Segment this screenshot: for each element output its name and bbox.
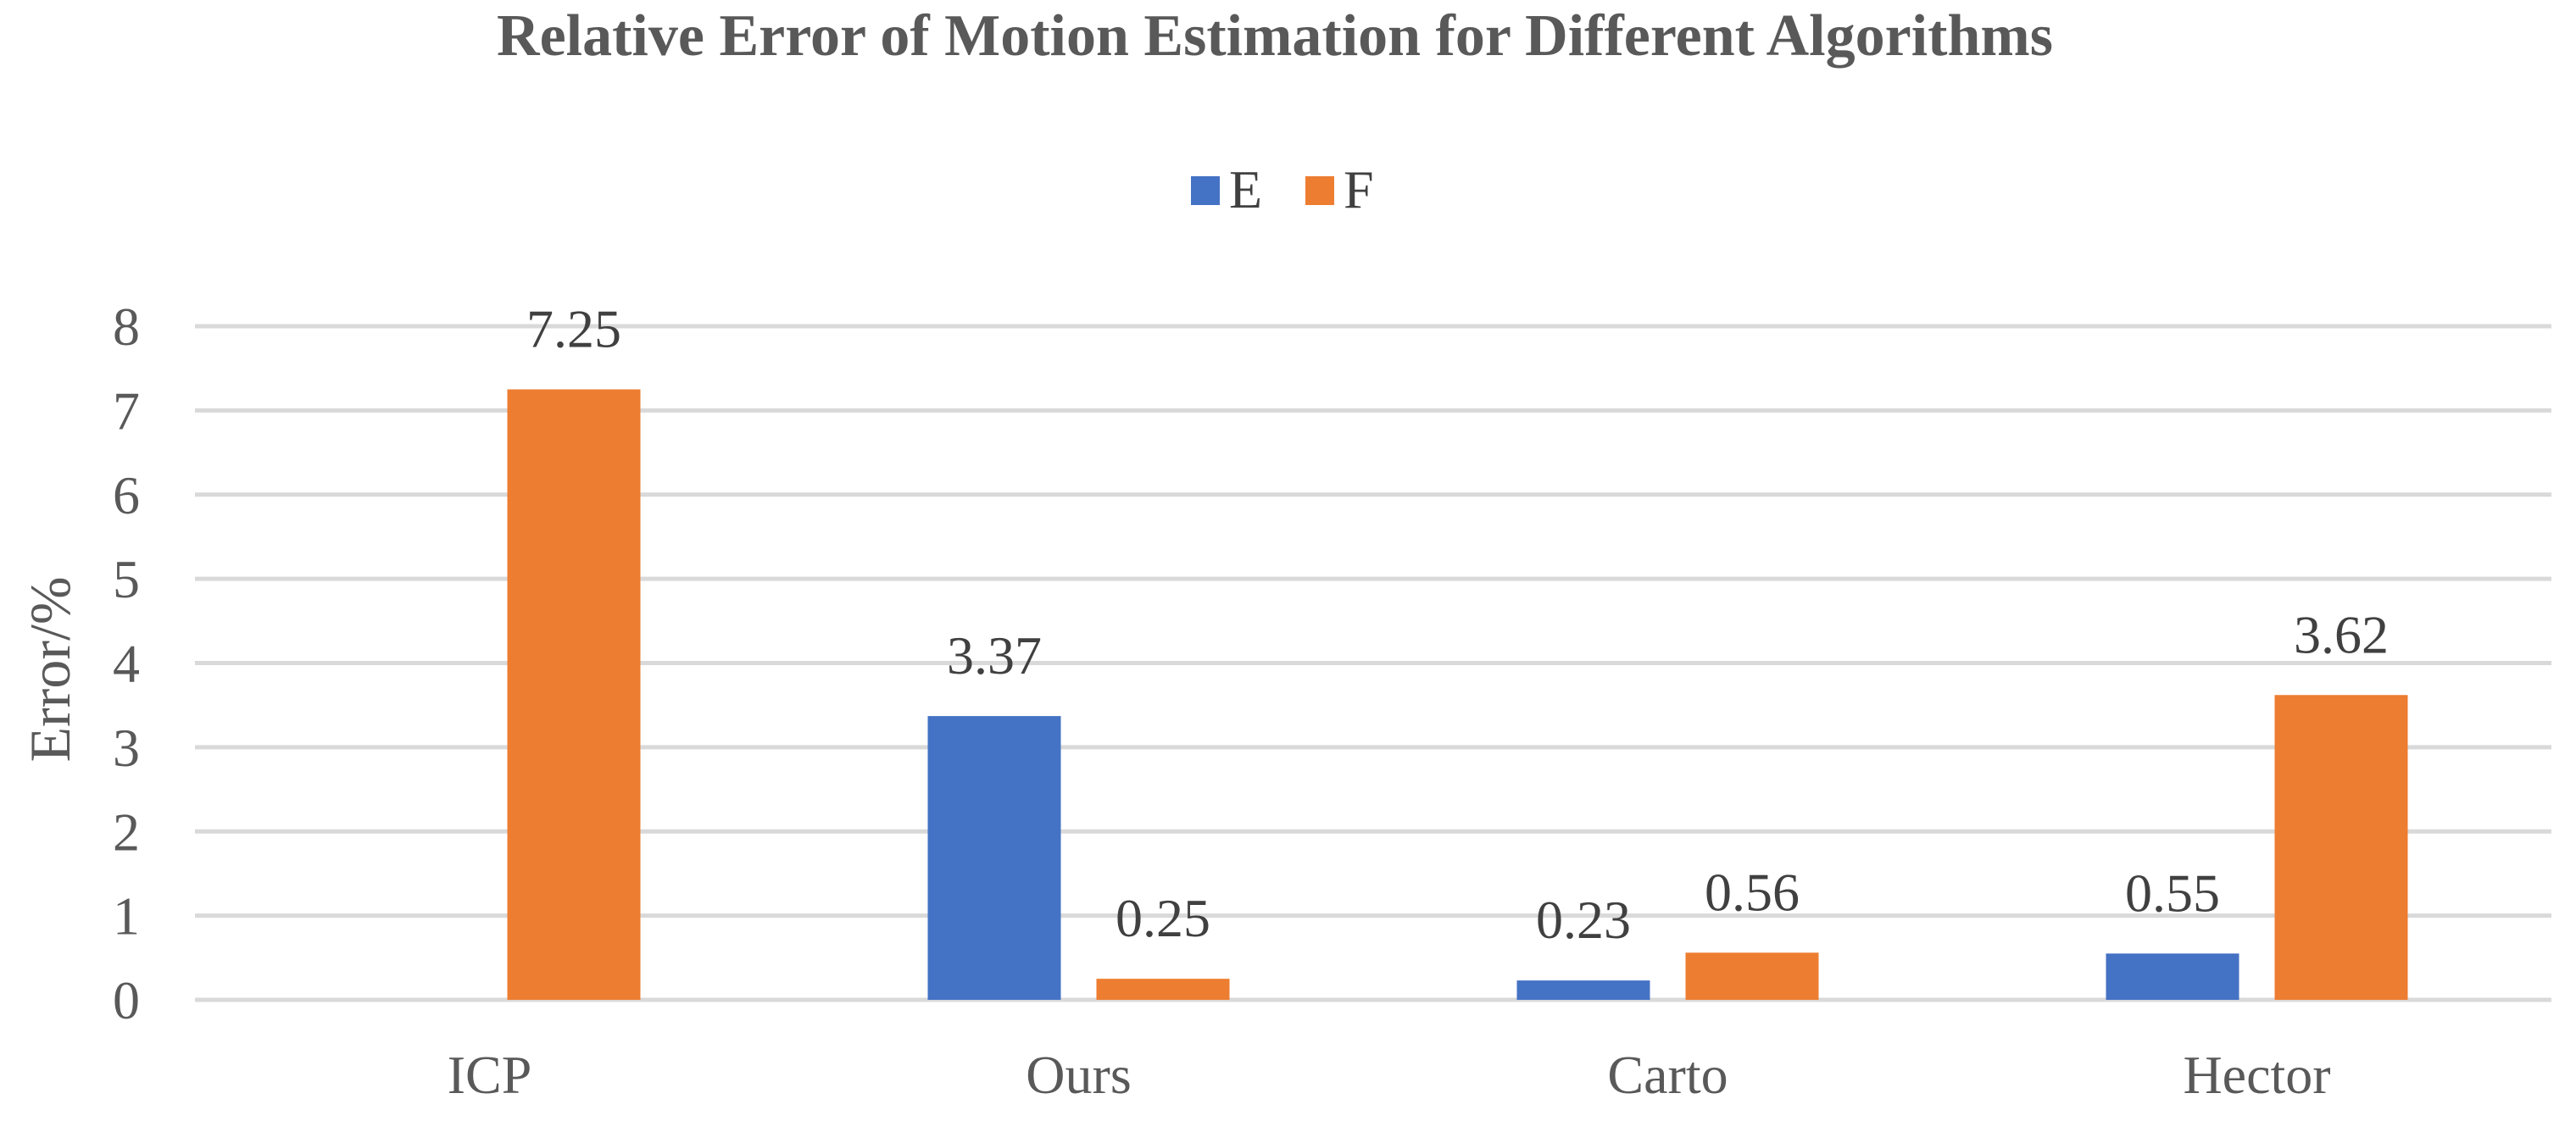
- y-tick-label: 6: [113, 465, 140, 525]
- data-label: 0.23: [1536, 890, 1631, 950]
- y-tick-label: 4: [113, 634, 140, 694]
- data-label: 3.37: [947, 625, 1042, 685]
- y-tick-labels: 0 1 2 3 4 5 6 7 8: [113, 297, 140, 1030]
- bar-f-icp: [507, 389, 641, 1000]
- y-tick-label: 0: [113, 970, 140, 1030]
- y-tick-label: 2: [113, 802, 140, 862]
- x-tick-label: Carto: [1607, 1045, 1728, 1105]
- y-tick-label: 3: [113, 718, 140, 778]
- bar-e-hector: [2106, 953, 2239, 1000]
- y-tick-label: 5: [113, 549, 140, 609]
- data-labels: 7.25 3.37 0.25 0.23 0.56 0.55 3.62: [526, 299, 2389, 951]
- data-label: 0.56: [1705, 862, 1800, 922]
- y-tick-label: 8: [113, 297, 140, 357]
- data-label: 0.25: [1116, 888, 1210, 948]
- bar-e-ours: [927, 716, 1061, 1000]
- bars: [507, 389, 2408, 1000]
- bar-f-ours: [1096, 979, 1230, 1000]
- data-label: 0.55: [2125, 863, 2220, 923]
- legend: E F: [1191, 159, 1374, 219]
- legend-label-e: E: [1229, 159, 1262, 219]
- bar-f-hector: [2274, 695, 2408, 1000]
- y-tick-label: 7: [113, 380, 140, 441]
- legend-swatch-e: [1191, 176, 1220, 205]
- chart-title: Relative Error of Motion Estimation for …: [497, 3, 2053, 69]
- data-label: 3.62: [2294, 604, 2389, 664]
- bar-f-carto: [1685, 952, 1819, 1000]
- bar-e-carto: [1516, 980, 1650, 1000]
- x-tick-labels: ICP Ours Carto Hector: [448, 1045, 2331, 1105]
- y-tick-label: 1: [113, 886, 140, 946]
- legend-label-f: F: [1344, 159, 1374, 219]
- x-tick-label: Ours: [1026, 1045, 1131, 1105]
- y-axis-title: Error/%: [18, 576, 82, 762]
- data-label: 7.25: [526, 299, 621, 359]
- x-tick-label: ICP: [448, 1045, 532, 1105]
- legend-swatch-f: [1305, 176, 1334, 205]
- x-tick-label: Hector: [2183, 1045, 2330, 1105]
